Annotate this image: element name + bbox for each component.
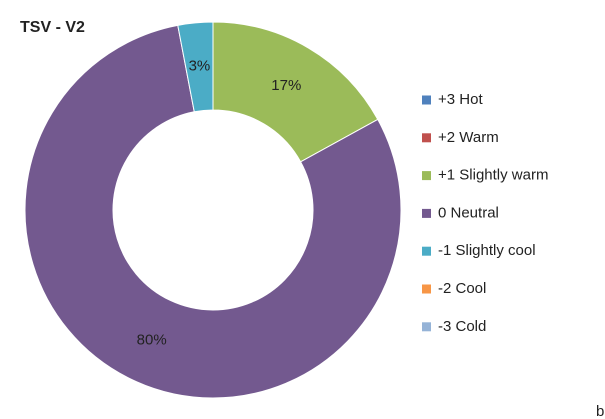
data-label: 17% (271, 77, 301, 94)
donut-slice (24, 24, 402, 399)
legend-label: -2 Cool (438, 280, 486, 297)
legend-label: +2 Warm (438, 129, 499, 146)
chart-title: TSV - V2 (20, 19, 85, 36)
legend-swatch (422, 133, 431, 143)
legend-swatch (422, 322, 431, 332)
legend-label: +1 Slightly warm (438, 167, 548, 184)
legend-swatch (422, 171, 431, 181)
donut-slice (212, 21, 379, 163)
legend-swatch (422, 284, 431, 294)
legend-label: +3 Hot (438, 91, 483, 108)
legend-swatch (422, 246, 431, 256)
donut-slice (177, 21, 214, 113)
legend-swatch (422, 208, 431, 218)
legend-label: -3 Cold (438, 318, 486, 335)
legend-swatch (422, 95, 431, 105)
legend-label: -1 Slightly cool (438, 242, 536, 259)
data-label: 80% (137, 331, 167, 348)
data-label: 3% (189, 58, 211, 75)
legend-label: 0 Neutral (438, 204, 499, 221)
footer-fragment: b (596, 403, 604, 419)
